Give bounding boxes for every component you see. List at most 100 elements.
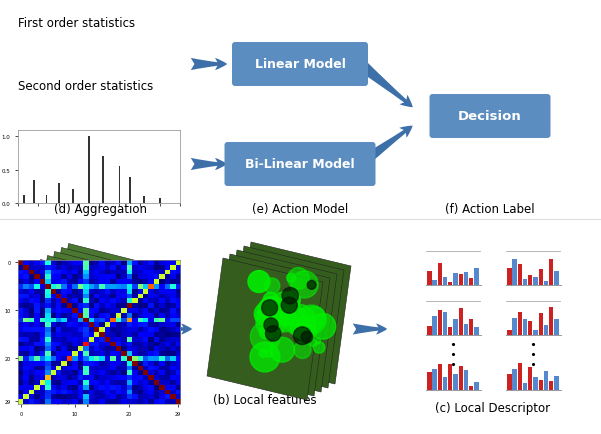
Bar [33, 180, 35, 204]
FancyBboxPatch shape [459, 309, 463, 335]
FancyBboxPatch shape [533, 330, 538, 335]
FancyBboxPatch shape [544, 281, 548, 285]
FancyBboxPatch shape [512, 259, 517, 285]
Text: (e) Action Model: (e) Action Model [252, 203, 348, 216]
Polygon shape [25, 260, 135, 398]
Bar [102, 157, 104, 204]
FancyBboxPatch shape [538, 380, 543, 390]
Polygon shape [214, 254, 330, 396]
FancyBboxPatch shape [427, 327, 432, 335]
FancyBboxPatch shape [453, 319, 458, 335]
FancyBboxPatch shape [549, 260, 554, 285]
Circle shape [284, 305, 316, 336]
Circle shape [264, 278, 280, 294]
Circle shape [294, 342, 311, 358]
FancyBboxPatch shape [523, 319, 527, 335]
FancyBboxPatch shape [512, 369, 517, 390]
FancyBboxPatch shape [427, 372, 432, 390]
Circle shape [269, 306, 283, 320]
FancyBboxPatch shape [523, 383, 527, 390]
FancyBboxPatch shape [469, 279, 474, 285]
FancyBboxPatch shape [225, 143, 376, 187]
Bar [143, 196, 145, 204]
Circle shape [283, 292, 300, 309]
FancyBboxPatch shape [232, 43, 368, 87]
FancyBboxPatch shape [459, 366, 463, 390]
Circle shape [270, 338, 294, 362]
Polygon shape [235, 243, 351, 384]
Circle shape [260, 306, 274, 319]
FancyBboxPatch shape [469, 386, 474, 390]
Circle shape [275, 306, 296, 326]
FancyBboxPatch shape [554, 319, 559, 335]
FancyBboxPatch shape [438, 264, 442, 285]
Text: First order statistics: First order statistics [18, 17, 135, 30]
Bar [58, 184, 59, 204]
Circle shape [314, 342, 325, 353]
Polygon shape [46, 248, 156, 387]
Text: Decision: Decision [458, 110, 522, 123]
FancyBboxPatch shape [538, 269, 543, 285]
Circle shape [296, 319, 317, 341]
Circle shape [290, 316, 313, 339]
FancyBboxPatch shape [448, 283, 453, 285]
Circle shape [282, 288, 298, 304]
Bar [159, 199, 161, 204]
FancyBboxPatch shape [538, 314, 543, 335]
FancyBboxPatch shape [432, 280, 437, 285]
FancyBboxPatch shape [430, 95, 551, 139]
FancyBboxPatch shape [474, 269, 478, 285]
Circle shape [288, 268, 309, 289]
Polygon shape [207, 258, 323, 400]
Circle shape [261, 300, 278, 316]
FancyBboxPatch shape [464, 370, 468, 390]
FancyBboxPatch shape [84, 325, 92, 341]
FancyBboxPatch shape [507, 374, 511, 390]
FancyBboxPatch shape [443, 378, 447, 390]
FancyBboxPatch shape [443, 312, 447, 335]
Polygon shape [52, 244, 163, 383]
FancyBboxPatch shape [453, 273, 458, 285]
Circle shape [248, 271, 270, 293]
Circle shape [266, 351, 272, 358]
FancyBboxPatch shape [517, 264, 522, 285]
Circle shape [310, 314, 336, 339]
Bar [88, 137, 90, 204]
FancyBboxPatch shape [453, 374, 458, 390]
FancyBboxPatch shape [443, 278, 447, 285]
FancyBboxPatch shape [549, 307, 554, 335]
FancyBboxPatch shape [83, 312, 103, 326]
Bar [23, 195, 25, 204]
FancyBboxPatch shape [448, 364, 453, 390]
Text: (a) Input: (a) Input [55, 393, 105, 406]
FancyBboxPatch shape [517, 312, 522, 335]
Circle shape [263, 293, 278, 308]
FancyBboxPatch shape [507, 330, 511, 335]
Circle shape [310, 339, 317, 347]
FancyBboxPatch shape [448, 327, 453, 335]
Circle shape [315, 338, 321, 344]
FancyBboxPatch shape [459, 275, 463, 285]
FancyBboxPatch shape [474, 382, 478, 390]
FancyBboxPatch shape [507, 268, 511, 285]
FancyBboxPatch shape [528, 275, 532, 285]
Circle shape [297, 306, 326, 334]
FancyBboxPatch shape [464, 272, 468, 285]
Bar [118, 167, 120, 204]
Circle shape [256, 307, 286, 338]
Text: (c) Local Descriptor: (c) Local Descriptor [436, 401, 551, 414]
Circle shape [259, 349, 267, 357]
FancyBboxPatch shape [432, 316, 437, 335]
Circle shape [277, 316, 293, 332]
Circle shape [250, 342, 280, 372]
FancyBboxPatch shape [427, 272, 432, 285]
FancyBboxPatch shape [544, 326, 548, 335]
Text: (f) Action Label: (f) Action Label [445, 203, 535, 216]
Circle shape [254, 302, 278, 326]
FancyBboxPatch shape [549, 381, 554, 390]
Circle shape [264, 318, 278, 332]
Polygon shape [31, 256, 142, 395]
Circle shape [299, 309, 305, 315]
Circle shape [268, 292, 300, 324]
Circle shape [255, 311, 264, 321]
